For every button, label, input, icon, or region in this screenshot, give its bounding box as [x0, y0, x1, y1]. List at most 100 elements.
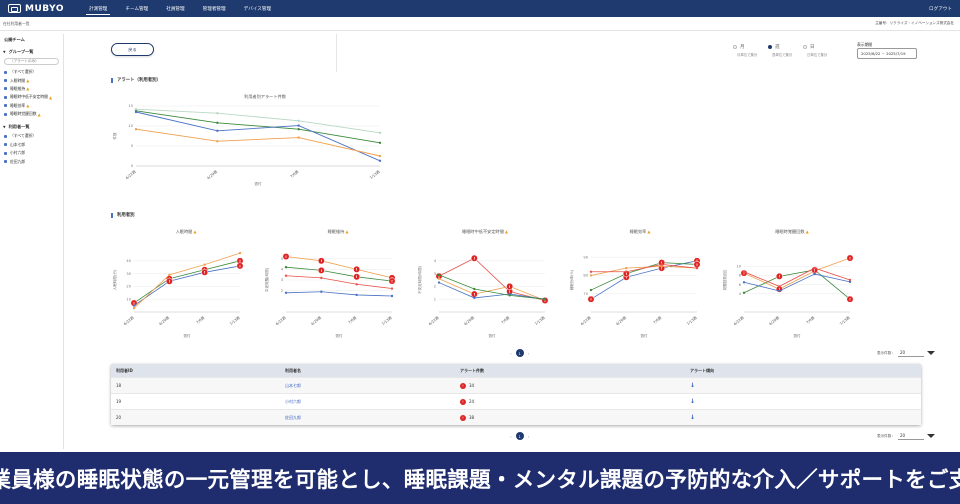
col-alert-trend[interactable]: アラート傾向 [690, 367, 714, 373]
data-point[interactable] [778, 285, 781, 288]
data-point[interactable] [284, 274, 288, 277]
data-point[interactable] [355, 283, 358, 286]
data-point[interactable] [132, 306, 136, 310]
col-alert-count[interactable]: アラート件数 [460, 367, 484, 373]
table-row[interactable]: 20 佐田九郎 ! 38 ↓ [111, 409, 921, 425]
data-point[interactable] [625, 266, 628, 270]
data-point[interactable] [216, 140, 219, 143]
table-row[interactable]: 18 山本七郎 ! 34 ↓ [111, 377, 921, 393]
alert-point[interactable] [165, 277, 173, 285]
alert-point[interactable] [317, 257, 325, 265]
page-1-button[interactable]: 1 [515, 432, 524, 440]
data-point[interactable] [778, 289, 781, 293]
data-point[interactable] [742, 291, 746, 294]
alert-point[interactable] [317, 266, 325, 274]
sidebar-group-item[interactable]: 睡眠時覚醒回数 ▲ [0, 110, 63, 118]
data-point[interactable] [216, 129, 219, 132]
data-point[interactable] [355, 293, 358, 297]
sidebar-user-item[interactable]: 山本七郎 [0, 141, 63, 149]
data-point[interactable] [437, 277, 441, 280]
alert-point[interactable] [470, 254, 478, 262]
data-point[interactable] [168, 273, 171, 277]
alert-point[interactable] [506, 282, 514, 290]
data-point[interactable] [297, 136, 300, 139]
prev-page-icon[interactable]: ‹ [510, 350, 512, 356]
data-point[interactable] [378, 141, 382, 144]
data-point[interactable] [284, 291, 288, 294]
checkbox-icon[interactable] [4, 160, 7, 164]
data-point[interactable] [203, 263, 206, 266]
alert-point[interactable] [201, 268, 209, 276]
data-point[interactable] [297, 128, 300, 131]
data-point[interactable] [216, 112, 219, 115]
data-point[interactable] [378, 159, 382, 162]
data-point[interactable] [695, 266, 699, 270]
sidebar-group-item[interactable]: （すべて選択） [0, 68, 63, 76]
sidebar-user-item[interactable]: （すべて選択） [0, 132, 63, 140]
data-point[interactable] [238, 251, 242, 255]
alert-point[interactable] [846, 295, 854, 303]
nav-admins[interactable]: 管理者管理 [202, 6, 226, 12]
data-point[interactable] [813, 272, 816, 276]
data-point[interactable] [848, 280, 852, 284]
checkbox-icon[interactable] [4, 143, 7, 147]
data-point[interactable] [589, 288, 593, 292]
data-point[interactable] [437, 273, 441, 277]
cell-user-name-link[interactable]: 小村六郎 [285, 398, 301, 404]
checkbox-icon[interactable] [4, 70, 7, 74]
table-row[interactable]: 19 小村六郎 ! 24 ↓ [111, 393, 921, 409]
data-point[interactable] [742, 281, 746, 284]
data-point[interactable] [297, 124, 300, 127]
data-point[interactable] [660, 263, 663, 266]
period-radio-month[interactable]: 月 [733, 44, 745, 50]
user-list-header[interactable]: ▼ 利用者一覧 [0, 120, 63, 132]
sidebar-user-item[interactable]: 小村六郎 [0, 149, 63, 157]
period-radio-week[interactable]: 週 [768, 44, 780, 50]
cell-user-name-link[interactable]: 佐田九郎 [285, 414, 301, 420]
date-range-input[interactable]: 2025/6/22 ~ 2025/7/19 [857, 48, 917, 59]
sidebar-group-item[interactable]: 睡眠時中低不安定時間 ▲ [0, 93, 63, 101]
data-point[interactable] [134, 128, 138, 131]
data-point[interactable] [378, 131, 382, 134]
data-point[interactable] [320, 290, 323, 293]
data-point[interactable] [473, 287, 476, 291]
checkbox-icon[interactable] [4, 104, 7, 108]
period-radio-day[interactable]: 日 [803, 44, 815, 50]
alert-point[interactable] [587, 295, 595, 303]
alert-point[interactable] [353, 273, 361, 281]
next-page-icon[interactable]: › [527, 433, 530, 439]
per-page-select[interactable]: 20 [897, 349, 924, 357]
col-user-name[interactable]: 利用者名 [285, 367, 301, 373]
nav-measurement[interactable]: 計測管理 [80, 0, 116, 17]
sidebar-user-item[interactable]: 佐田九郎 [0, 157, 63, 165]
data-point[interactable] [134, 110, 138, 114]
logo[interactable]: MUBYO [8, 4, 68, 14]
alert-point[interactable] [236, 262, 244, 270]
data-point[interactable] [132, 304, 136, 307]
checkbox-icon[interactable] [4, 112, 7, 116]
prev-page-icon[interactable]: ‹ [510, 433, 512, 439]
data-point[interactable] [390, 287, 394, 290]
chevron-down-icon[interactable] [926, 434, 935, 438]
data-point[interactable] [284, 266, 288, 269]
data-point[interactable] [437, 281, 441, 284]
data-point[interactable] [390, 294, 394, 298]
logout-link[interactable]: ログアウト [929, 6, 952, 12]
chevron-down-icon[interactable] [926, 351, 935, 355]
group-list-header[interactable]: ▼ グループ一覧 [0, 45, 63, 57]
data-point[interactable] [297, 119, 300, 122]
data-point[interactable] [813, 266, 816, 270]
alert-point[interactable] [282, 253, 290, 260]
checkbox-icon[interactable] [4, 151, 7, 155]
data-point[interactable] [660, 265, 663, 268]
nav-employees[interactable]: 社員管理 [166, 6, 185, 12]
page-1-button[interactable]: 1 [515, 349, 524, 357]
alert-point[interactable] [846, 254, 854, 262]
checkbox-icon[interactable] [4, 95, 7, 99]
back-button[interactable]: 戻る [111, 43, 154, 56]
data-point[interactable] [473, 296, 476, 300]
alert-filter-input[interactable]: （アラートのみ） [4, 58, 59, 65]
checkbox-icon[interactable] [4, 87, 7, 91]
cell-user-name-link[interactable]: 山本七郎 [285, 382, 301, 388]
data-point[interactable] [508, 294, 511, 297]
